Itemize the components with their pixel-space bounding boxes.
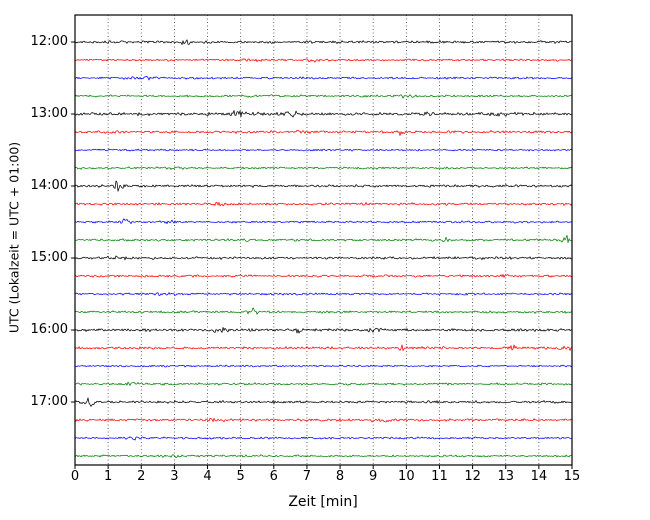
- y-tick-label-12:00: 12:00: [30, 34, 68, 49]
- y-tick-label-14:00: 14:00: [30, 178, 68, 193]
- x-tick-label-11: 11: [431, 469, 448, 484]
- seismo-trace-14:45: [74, 234, 573, 243]
- seismo-trace-13:00: [74, 110, 573, 118]
- seismo-trace-14:15: [74, 202, 573, 207]
- x-tick-label-10: 10: [398, 469, 415, 484]
- seismo-trace-17:30: [74, 436, 573, 441]
- seismo-trace-12:15: [74, 58, 573, 63]
- y-tick-label-17:00: 17:00: [30, 394, 68, 409]
- x-tick-label-2: 2: [137, 469, 146, 484]
- plot-frame: [74, 14, 573, 466]
- x-tick-label-9: 9: [369, 469, 378, 484]
- y-tick-label-13:00: 13:00: [30, 106, 68, 121]
- seismo-trace-13:45: [74, 166, 573, 170]
- seismo-trace-16:00: [74, 327, 573, 334]
- x-tick-label-6: 6: [269, 469, 278, 484]
- x-tick-label-3: 3: [170, 469, 179, 484]
- y-axis-title: UTC (Lokalzeit = UTC + 01:00): [6, 141, 22, 334]
- seismo-trace-12:45: [74, 94, 573, 99]
- x-tick-label-13: 13: [497, 469, 514, 484]
- seismo-trace-15:45: [74, 307, 573, 315]
- seismo-trace-13:30: [74, 148, 573, 152]
- x-tick-label-8: 8: [335, 469, 345, 484]
- x-tick-label-15: 15: [563, 469, 581, 484]
- seismo-trace-16:15: [74, 344, 573, 351]
- x-tick-label-1: 1: [103, 469, 113, 484]
- y-tick-label-15:00: 15:00: [30, 250, 68, 265]
- x-tick-label-4: 4: [203, 469, 212, 484]
- seismo-trace-16:30: [74, 364, 573, 368]
- seismo-trace-15:15: [74, 274, 573, 278]
- x-tick-label-12: 12: [464, 469, 481, 484]
- seismo-trace-17:00: [74, 397, 573, 407]
- seismo-trace-13:15: [74, 129, 573, 136]
- seismo-trace-14:30: [74, 218, 573, 225]
- seismo-trace-17:45: [74, 454, 573, 459]
- x-tick-label-0: 0: [70, 469, 80, 484]
- seismo-trace-15:00: [74, 255, 573, 261]
- seismo-trace-17:15: [74, 417, 572, 423]
- seismo-trace-12:00: [74, 39, 572, 45]
- seismo-trace-14:00: [74, 180, 573, 192]
- seismo-trace-15:30: [75, 292, 573, 296]
- x-tick-label-5: 5: [236, 469, 245, 484]
- y-tick-label-16:00: 16:00: [30, 322, 68, 337]
- x-axis-title: Zeit [min]: [288, 494, 358, 510]
- seismo-trace-16:45: [74, 381, 573, 386]
- x-tick-label-7: 7: [302, 469, 312, 484]
- seismo-trace-12:30: [74, 76, 573, 81]
- x-tick-label-14: 14: [530, 469, 548, 484]
